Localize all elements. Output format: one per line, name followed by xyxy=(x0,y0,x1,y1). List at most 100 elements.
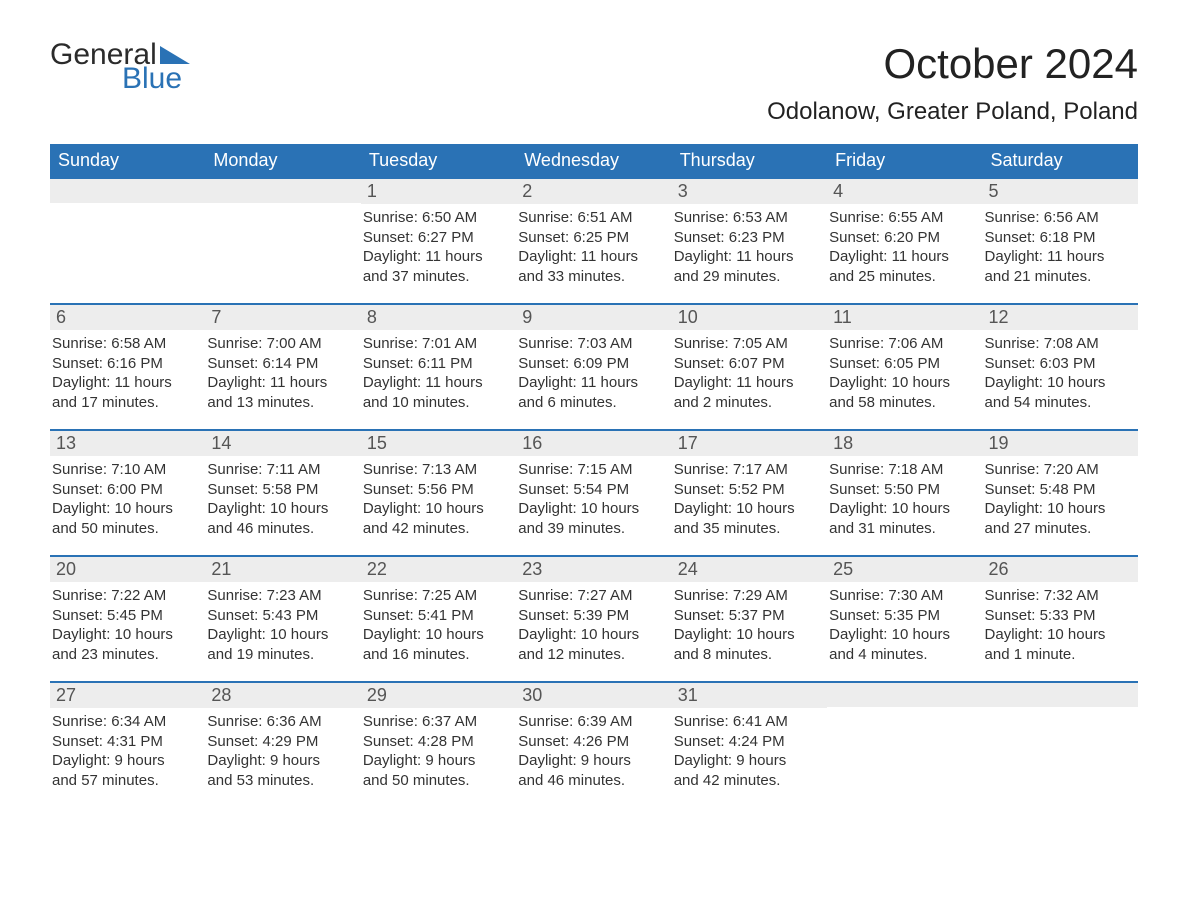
day-body: Sunrise: 6:34 AMSunset: 4:31 PMDaylight:… xyxy=(50,708,205,790)
sunset-line: Sunset: 6:16 PM xyxy=(52,354,199,374)
day-number: 28 xyxy=(211,685,231,705)
sunrise-label: Sunrise: xyxy=(52,461,107,478)
sunset-line: Sunset: 5:39 PM xyxy=(518,606,665,626)
sunrise-value: 7:22 AM xyxy=(111,587,166,604)
sunset-label: Sunset: xyxy=(674,229,725,246)
day-body: Sunrise: 6:50 AMSunset: 6:27 PMDaylight:… xyxy=(361,204,516,286)
day-number: 15 xyxy=(367,433,387,453)
daylight-line2: and 57 minutes. xyxy=(52,771,199,791)
sunrise-label: Sunrise: xyxy=(52,713,107,730)
sunset-line: Sunset: 4:28 PM xyxy=(363,732,510,752)
daylight-label: Daylight: xyxy=(829,248,887,265)
day-number-row: 18 xyxy=(827,431,982,456)
daylight-line1: Daylight: 10 hours xyxy=(52,499,199,519)
daylight-label: Daylight: xyxy=(518,248,576,265)
daylight-value-1: 11 hours xyxy=(1047,248,1104,265)
calendar-day: 5Sunrise: 6:56 AMSunset: 6:18 PMDaylight… xyxy=(983,179,1138,303)
daylight-line1: Daylight: 11 hours xyxy=(363,373,510,393)
daylight-line2: and 4 minutes. xyxy=(829,645,976,665)
sunrise-label: Sunrise: xyxy=(518,335,573,352)
day-body: Sunrise: 7:29 AMSunset: 5:37 PMDaylight:… xyxy=(672,582,827,664)
daylight-line2: and 21 minutes. xyxy=(985,267,1132,287)
sunrise-label: Sunrise: xyxy=(518,461,573,478)
sunset-value: 4:29 PM xyxy=(262,733,318,750)
calendar-day: 27Sunrise: 6:34 AMSunset: 4:31 PMDayligh… xyxy=(50,683,205,807)
day-number: 14 xyxy=(211,433,231,453)
day-body: Sunrise: 6:53 AMSunset: 6:23 PMDaylight:… xyxy=(672,204,827,286)
daylight-label: Daylight: xyxy=(985,626,1043,643)
daylight-line2: and 13 minutes. xyxy=(207,393,354,413)
day-body: Sunrise: 7:30 AMSunset: 5:35 PMDaylight:… xyxy=(827,582,982,664)
calendar-day: 30Sunrise: 6:39 AMSunset: 4:26 PMDayligh… xyxy=(516,683,671,807)
header: General Blue October 2024 Odolanow, Grea… xyxy=(50,40,1138,126)
sunset-line: Sunset: 5:37 PM xyxy=(674,606,821,626)
day-number: 11 xyxy=(833,307,852,327)
daylight-value-1: 10 hours xyxy=(1047,500,1105,517)
daylight-line2: and 42 minutes. xyxy=(674,771,821,791)
day-body: Sunrise: 7:05 AMSunset: 6:07 PMDaylight:… xyxy=(672,330,827,412)
sunset-value: 5:58 PM xyxy=(262,481,318,498)
sunrise-value: 7:29 AM xyxy=(733,587,788,604)
day-body: Sunrise: 7:06 AMSunset: 6:05 PMDaylight:… xyxy=(827,330,982,412)
sunset-line: Sunset: 6:09 PM xyxy=(518,354,665,374)
daylight-label: Daylight: xyxy=(518,626,576,643)
dow-cell: Tuesday xyxy=(361,144,516,177)
day-number-row: 9 xyxy=(516,305,671,330)
sunset-line: Sunset: 4:29 PM xyxy=(207,732,354,752)
daylight-label: Daylight: xyxy=(363,752,421,769)
daylight-value-1: 9 hours xyxy=(270,752,320,769)
sunrise-line: Sunrise: 7:29 AM xyxy=(674,586,821,606)
sunset-value: 6:25 PM xyxy=(573,229,629,246)
day-number: 18 xyxy=(833,433,853,453)
daylight-line1: Daylight: 11 hours xyxy=(363,247,510,267)
day-body: Sunrise: 7:01 AMSunset: 6:11 PMDaylight:… xyxy=(361,330,516,412)
day-number: 22 xyxy=(367,559,387,579)
day-number-row: 10 xyxy=(672,305,827,330)
sunrise-label: Sunrise: xyxy=(363,587,418,604)
daylight-line1: Daylight: 9 hours xyxy=(52,751,199,771)
calendar-day: 10 Sunrise: 7:05 AMSunset: 6:07 PMDayligh… xyxy=(672,305,827,429)
day-number: 10 xyxy=(678,307,698,327)
daylight-value-1: 11 hours xyxy=(425,248,482,265)
sunset-label: Sunset: xyxy=(363,607,414,624)
daylight-line1: Daylight: 9 hours xyxy=(518,751,665,771)
sunset-label: Sunset: xyxy=(52,733,103,750)
sunrise-value: 7:05 AM xyxy=(733,335,788,352)
day-body: Sunrise: 7:22 AMSunset: 5:45 PMDaylight:… xyxy=(50,582,205,664)
daylight-line2: and 6 minutes. xyxy=(518,393,665,413)
sunset-label: Sunset: xyxy=(207,355,258,372)
sunset-label: Sunset: xyxy=(518,733,569,750)
sunset-line: Sunset: 6:23 PM xyxy=(674,228,821,248)
sunrise-line: Sunrise: 7:23 AM xyxy=(207,586,354,606)
sunrise-line: Sunrise: 6:34 AM xyxy=(52,712,199,732)
calendar-day: 16Sunrise: 7:15 AMSunset: 5:54 PMDayligh… xyxy=(516,431,671,555)
sunrise-line: Sunrise: 6:56 AM xyxy=(985,208,1132,228)
sunset-line: Sunset: 4:31 PM xyxy=(52,732,199,752)
daylight-line1: Daylight: 10 hours xyxy=(674,625,821,645)
day-number-row: 30 xyxy=(516,683,671,708)
day-number-row: 3 xyxy=(672,179,827,204)
calendar-day xyxy=(983,683,1138,807)
calendar-day: 21Sunrise: 7:23 AMSunset: 5:43 PMDayligh… xyxy=(205,557,360,681)
sunrise-label: Sunrise: xyxy=(207,461,262,478)
day-body: Sunrise: 7:23 AMSunset: 5:43 PMDaylight:… xyxy=(205,582,360,664)
sunset-value: 5:56 PM xyxy=(418,481,474,498)
calendar-day: 8Sunrise: 7:01 AMSunset: 6:11 PMDaylight… xyxy=(361,305,516,429)
daylight-label: Daylight: xyxy=(674,374,732,391)
dow-cell: Saturday xyxy=(983,144,1138,177)
daylight-line1: Daylight: 10 hours xyxy=(518,499,665,519)
daylight-value-1: 10 hours xyxy=(581,500,639,517)
sunrise-value: 7:15 AM xyxy=(577,461,632,478)
sunset-label: Sunset: xyxy=(363,355,414,372)
sunset-value: 5:50 PM xyxy=(884,481,940,498)
daylight-line2: and 37 minutes. xyxy=(363,267,510,287)
sunset-label: Sunset: xyxy=(518,355,569,372)
day-body: Sunrise: 7:15 AMSunset: 5:54 PMDaylight:… xyxy=(516,456,671,538)
daylight-line1: Daylight: 10 hours xyxy=(985,373,1132,393)
daylight-label: Daylight: xyxy=(674,752,732,769)
day-body: Sunrise: 7:17 AMSunset: 5:52 PMDaylight:… xyxy=(672,456,827,538)
sunrise-line: Sunrise: 7:08 AM xyxy=(985,334,1132,354)
sunrise-line: Sunrise: 6:39 AM xyxy=(518,712,665,732)
daylight-line2: and 16 minutes. xyxy=(363,645,510,665)
day-number: 23 xyxy=(522,559,542,579)
